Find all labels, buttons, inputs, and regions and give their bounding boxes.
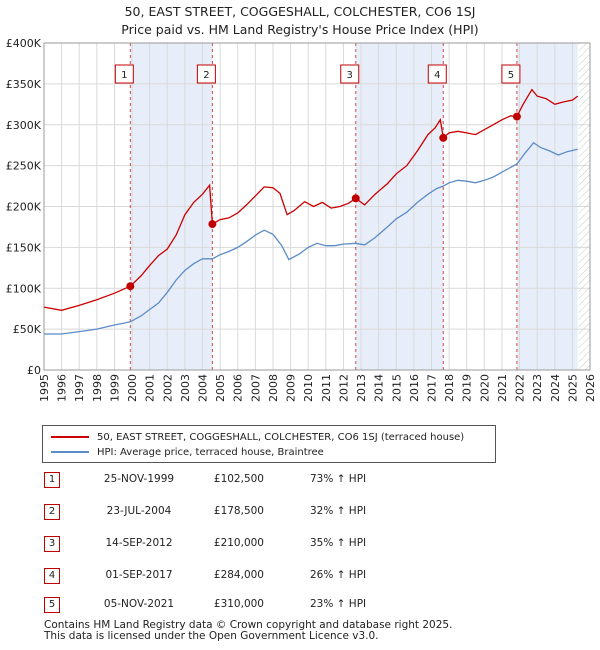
property-price-line: [43, 88, 579, 311]
sale-hpi-change: 23% ↑ HPI: [310, 598, 367, 610]
sale-hpi-change: 26% ↑ HPI: [310, 569, 367, 581]
sale-date: 23-JUL-2004: [106, 505, 172, 517]
x-tick-label: 2009: [285, 374, 298, 402]
x-tick-label: 1997: [73, 374, 86, 402]
legend-item-hpi: HPI: Average price, terraced house, Brai…: [51, 445, 324, 459]
sale-price: £284,000: [213, 569, 264, 581]
y-tick-label: £200K: [6, 201, 42, 214]
footer: Contains HM Land Registry data © Crown c…: [44, 620, 452, 642]
x-tick-label: 2024: [549, 374, 562, 402]
sale-row: 4 01-SEP-2017 £284,000 26% ↑ HPI: [44, 568, 444, 584]
x-tick-label: 1996: [56, 374, 69, 402]
y-tick-label: £250K: [6, 160, 42, 173]
sale-row: 3 14-SEP-2012 £210,000 35% ↑ HPI: [44, 536, 444, 552]
sale-label-text: 5: [508, 70, 514, 81]
x-tick-label: 2011: [320, 374, 333, 402]
x-tick-label: 2017: [425, 374, 438, 402]
x-tick-label: 2002: [161, 374, 174, 402]
sale-label-text: 2: [203, 70, 209, 81]
sale-number: 4: [44, 568, 60, 584]
x-tick-label: 1995: [38, 374, 51, 402]
future-hatch-region: [578, 43, 590, 370]
price-chart: 1 2 3 4 5 £0 £50K £100K £150K £200K £250K £300K £350…: [6, 37, 597, 402]
footer-copyright: Contains HM Land Registry data © Crown c…: [44, 619, 453, 631]
sale-point: [512, 112, 521, 121]
x-tick-label: 1998: [91, 374, 104, 402]
legend-item-property: 50, EAST STREET, COGGESHALL, COLCHESTER,…: [51, 430, 464, 444]
title-line-1: 50, EAST STREET, COGGESHALL, COLCHESTER,…: [124, 4, 476, 19]
footer-license: This data is licensed under the Open Gov…: [44, 630, 379, 642]
x-tick-label: 2014: [373, 374, 386, 402]
sale-hpi-change: 32% ↑ HPI: [310, 505, 367, 517]
sale-row: 5 05-NOV-2021 £310,000 23% ↑ HPI: [44, 597, 444, 613]
x-tick-label: 1999: [108, 374, 121, 402]
sale-row: 2 23-JUL-2004 £178,500 32% ↑ HPI: [44, 504, 444, 520]
legend-label-property: 50, EAST STREET, COGGESHALL, COLCHESTER,…: [97, 431, 465, 443]
x-tick-label: 2006: [232, 374, 245, 402]
sale-price: £178,500: [213, 505, 264, 517]
sale-row: 1 25-NOV-1999 £102,500 73% ↑ HPI: [44, 472, 444, 488]
legend-swatch-hpi: [51, 451, 89, 453]
x-tick-label: 2000: [126, 374, 139, 402]
y-tick-label: £350K: [6, 78, 42, 91]
sale-number: 2: [44, 504, 60, 520]
y-tick-label: £150K: [6, 241, 42, 254]
sale-date: 05-NOV-2021: [103, 598, 175, 610]
sale-label-text: 3: [347, 70, 353, 81]
sale-label-box: [114, 64, 134, 84]
sale-label-box: [427, 64, 447, 84]
sale-number: 1: [44, 472, 60, 488]
chart-title: 50, EAST STREET, COGGESHALL, COLCHESTER,…: [0, 3, 600, 39]
x-tick-label: 2019: [461, 374, 474, 402]
x-tick-label: 2005: [214, 374, 227, 402]
legend: 50, EAST STREET, COGGESHALL, COLCHESTER,…: [42, 425, 496, 463]
x-tick-label: 2004: [197, 374, 210, 402]
sale-label-box: [340, 64, 360, 84]
sale-label-box: [196, 64, 216, 84]
legend-label-hpi: HPI: Average price, terraced house, Brai…: [97, 446, 324, 458]
title-line-2: Price paid vs. HM Land Registry's House …: [121, 22, 479, 37]
y-tick-label: £100K: [6, 282, 42, 295]
x-tick-label: 2025: [566, 374, 579, 402]
x-tick-label: 2007: [249, 374, 262, 402]
sale-label-box: [501, 64, 521, 84]
sale-price: £310,000: [213, 598, 264, 610]
sale-date: 01-SEP-2017: [105, 569, 173, 581]
sale-point: [126, 282, 135, 291]
y-tick-label: £0: [27, 364, 41, 377]
x-tick-label: 2003: [179, 374, 192, 402]
sale-point: [439, 133, 448, 142]
x-tick-label: 2010: [302, 374, 315, 402]
sale-point: [351, 194, 360, 203]
x-tick-label: 2008: [267, 374, 280, 402]
x-tick-label: 2018: [443, 374, 456, 402]
sale-date: 14-SEP-2012: [105, 537, 173, 549]
sale-price: £210,000: [213, 537, 264, 549]
sale-date: 25-NOV-1999: [103, 473, 175, 485]
sale-label-text: 4: [434, 70, 440, 81]
x-tick-label: 2016: [408, 374, 421, 402]
sale-number: 3: [44, 536, 60, 552]
x-tick-label: 2015: [390, 374, 403, 402]
x-tick-label: 2022: [514, 374, 527, 402]
sale-hpi-change: 73% ↑ HPI: [310, 473, 367, 485]
x-tick-label: 2013: [355, 374, 368, 402]
sale-price: £102,500: [213, 473, 264, 485]
x-tick-label: 2001: [144, 374, 157, 402]
x-tick-label: 2023: [531, 374, 544, 402]
plot-frame: [43, 42, 591, 371]
sale-hpi-change: 35% ↑ HPI: [310, 537, 367, 549]
hpi-line: [44, 141, 578, 335]
sale-point: [208, 220, 217, 229]
x-tick-label: 2026: [584, 374, 597, 402]
y-tick-label: £50K: [13, 323, 42, 336]
y-tick-label: £300K: [6, 119, 42, 132]
x-tick-label: 2020: [478, 374, 491, 402]
sale-label-text: 1: [121, 70, 127, 81]
sale-number: 5: [44, 597, 60, 613]
x-tick-label: 2021: [496, 374, 509, 402]
x-tick-label: 2012: [337, 374, 350, 402]
y-tick-label: £400K: [6, 37, 42, 50]
legend-swatch-property: [51, 436, 89, 438]
